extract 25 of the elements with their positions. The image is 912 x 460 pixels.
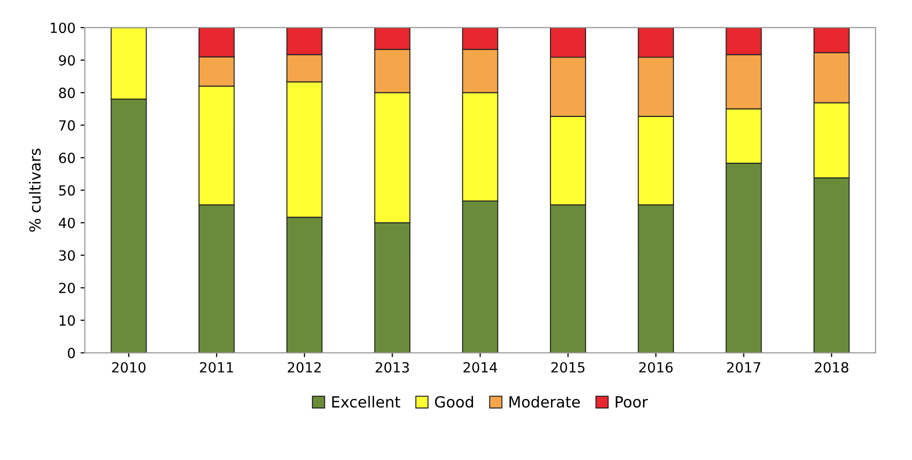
legend-label: Poor — [616, 396, 648, 408]
y-tick-label: 80 — [59, 88, 75, 98]
x-tick-label: 2015 — [551, 362, 584, 373]
y-tick-label: 100 — [50, 22, 75, 34]
y-tick-label: 40 — [58, 218, 75, 228]
y-axis-title: % cultivars — [28, 148, 41, 232]
legend-label: Moderate — [510, 396, 580, 408]
x-tick-label: 2016 — [639, 362, 673, 373]
y-tick-label: 70 — [59, 120, 75, 131]
x-tick-label: 2018 — [814, 362, 848, 373]
y-tick-label: 20 — [59, 282, 75, 294]
x-tick-label: 2014 — [464, 362, 498, 373]
x-tick-label: 2017 — [727, 362, 760, 373]
x-tick-label: 2013 — [376, 362, 409, 373]
x-tick-label: 2012 — [288, 362, 321, 373]
legend-label: Excellent — [332, 396, 400, 408]
y-tick-label: 60 — [59, 152, 75, 164]
y-tick-label: 30 — [59, 250, 75, 261]
y-tick-label: 10 — [60, 315, 75, 326]
y-tick-label: 0 — [68, 348, 75, 358]
y-tick-label: 50 — [59, 185, 75, 196]
x-tick-label: 2011 — [200, 362, 233, 373]
legend-label: Good — [435, 396, 473, 408]
x-tick-label: 2010 — [112, 362, 146, 373]
y-tick-label: 90 — [58, 55, 75, 66]
